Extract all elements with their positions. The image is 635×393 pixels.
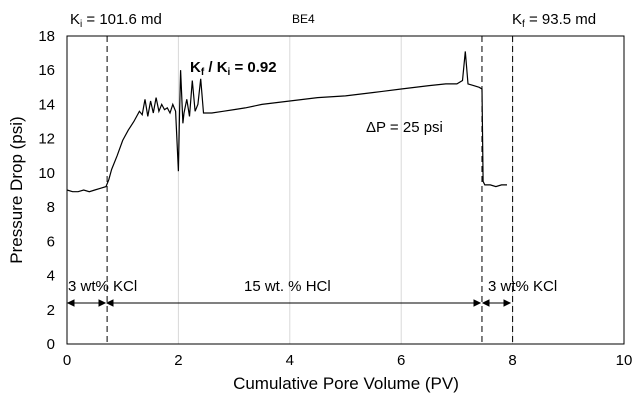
series-line — [66, 51, 507, 193]
x-tick-label: 4 — [286, 352, 294, 369]
x-tick-label: 6 — [397, 352, 405, 369]
annotation-kf-ki-ratio: Kf / Ki = 0.92 — [190, 59, 277, 78]
y-tick-label: 16 — [38, 62, 55, 79]
arrowhead-kcl-pre-right — [98, 299, 107, 307]
arrowhead-kcl-post-right — [503, 299, 512, 307]
arrowhead-hcl-left — [105, 299, 114, 307]
arrowhead-hcl-right — [473, 299, 482, 307]
x-tick-label: 8 — [508, 352, 516, 369]
annotation-delta-p: ΔP = 25 psi — [366, 119, 443, 136]
x-tick-label: 10 — [616, 352, 633, 369]
y-tick-label: 0 — [47, 336, 55, 353]
y-tick-label: 4 — [47, 268, 55, 285]
annotation-be4: BE4 — [292, 12, 315, 26]
y-tick-label: 6 — [47, 233, 55, 250]
phase-arrows — [66, 299, 512, 307]
y-tick-label: 14 — [38, 96, 55, 113]
x-tick-label: 0 — [63, 352, 71, 369]
phase-boundaries — [106, 36, 514, 344]
arrowhead-kcl-post-left — [481, 299, 490, 307]
arrowhead-kcl-pre-left — [66, 299, 75, 307]
y-tick-label: 12 — [38, 131, 55, 148]
x-tick-label: 2 — [174, 352, 182, 369]
annotation-kf: Kf = 93.5 md — [512, 11, 596, 30]
y-axis-title: Pressure Drop (psi) — [7, 116, 26, 263]
annotation-kcl-post: 3 wt% KCl — [488, 278, 557, 295]
y-axis-ticks: 0 2 4 6 8 10 12 14 16 18 — [38, 28, 55, 353]
annotation-ki: Ki = 101.6 md — [70, 11, 162, 30]
y-tick-label: 10 — [38, 165, 55, 182]
annotation-hcl: 15 wt. % HCl — [244, 278, 331, 295]
annotation-kcl-pre: 3 wt% KCl — [68, 278, 137, 295]
y-tick-label: 2 — [47, 302, 55, 319]
y-tick-label: 8 — [47, 199, 55, 216]
x-axis-ticks: 0 2 4 6 8 10 — [63, 352, 633, 369]
y-tick-label: 18 — [38, 28, 55, 45]
x-axis-title: Cumulative Pore Volume (PV) — [233, 374, 459, 393]
